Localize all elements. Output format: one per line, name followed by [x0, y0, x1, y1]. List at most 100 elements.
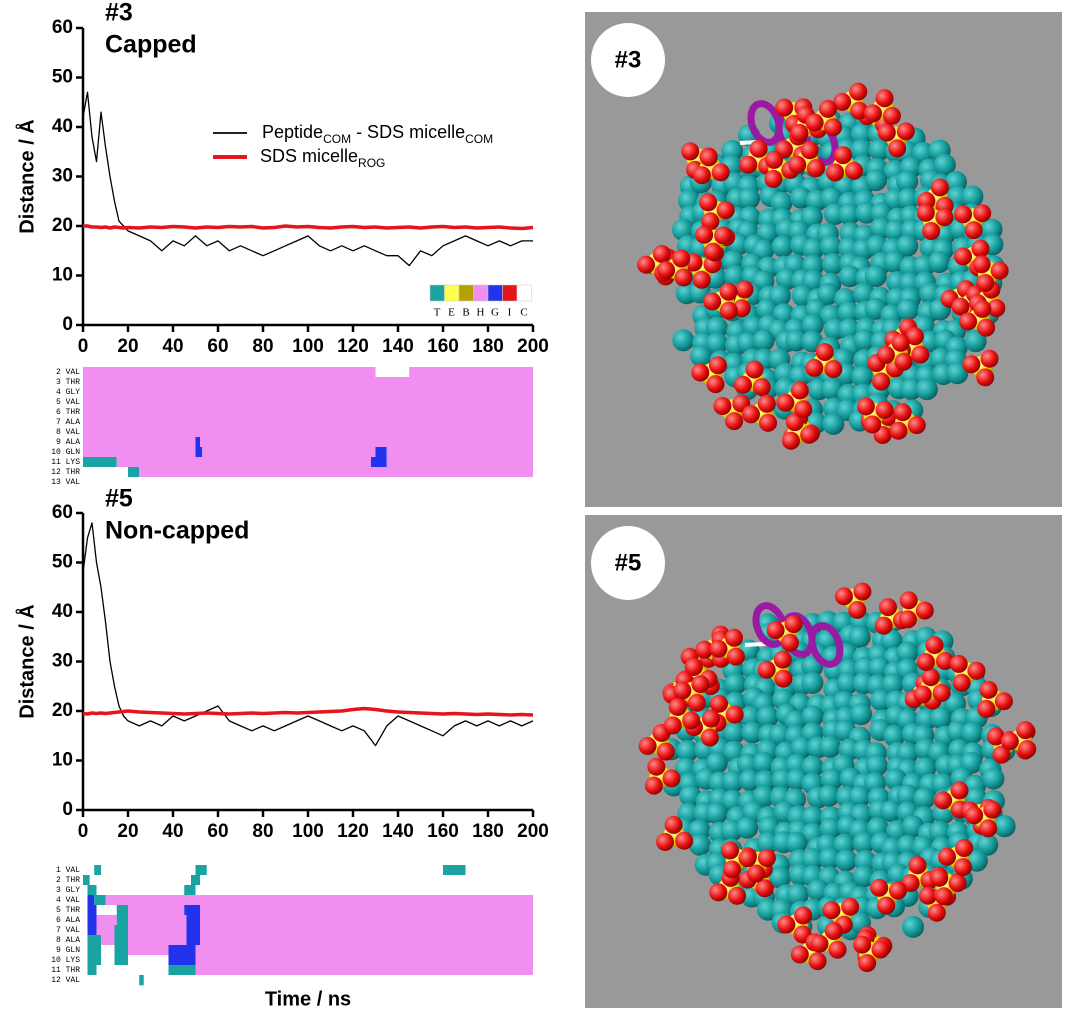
oxygen-atom [758, 395, 776, 413]
residue-label: 4 VAL [56, 896, 80, 905]
ss-segment [83, 885, 533, 895]
y-tick-label: 30 [52, 651, 73, 672]
ss-segment [88, 905, 97, 915]
oxygen-atom [663, 769, 681, 787]
oxygen-atom [938, 848, 956, 866]
x-tick-label: 160 [427, 336, 459, 357]
oxygen-atom [691, 364, 709, 382]
oxygen-atom [791, 381, 809, 399]
oxygen-atom [681, 142, 699, 160]
oxygen-atom [933, 684, 951, 702]
ss-segment [128, 925, 187, 935]
y-tick-label: 60 [52, 502, 73, 523]
oxygen-atom [788, 156, 806, 174]
oxygen-atom [922, 222, 940, 240]
oxygen-atom [824, 360, 842, 378]
oxygen-atom [1016, 721, 1034, 739]
oxygen-atom [950, 781, 968, 799]
oxygen-atom [664, 716, 682, 734]
x-axis-label: Time / ns [265, 988, 351, 1010]
oxygen-atom [877, 346, 895, 364]
oxygen-atom [914, 685, 932, 703]
ss-segment [83, 407, 533, 417]
ss-segment [387, 457, 533, 467]
ss-segment [101, 945, 115, 955]
x-tick-label: 20 [117, 821, 138, 842]
oxygen-atom [782, 432, 800, 450]
oxygen-atom [845, 162, 863, 180]
oxygen-atom [889, 422, 907, 440]
tail-atom [706, 802, 728, 824]
x-tick-label: 120 [337, 821, 369, 842]
oxygen-atom [935, 208, 953, 226]
legend-entry: SDS micelleROG [260, 146, 385, 170]
residue-label: 12 VAL [51, 976, 80, 985]
ss-segment [184, 905, 200, 915]
oxygen-atom [863, 415, 881, 433]
oxygen-atom [976, 368, 994, 386]
oxygen-atom [700, 148, 718, 166]
ss-segment [88, 965, 97, 975]
ss-segment [83, 447, 196, 457]
ss-legend-code: G [491, 307, 499, 319]
x-tick-label: 60 [207, 821, 228, 842]
ss-segment [97, 965, 169, 975]
oxygen-atom [781, 634, 799, 652]
x-tick-label: 180 [472, 821, 504, 842]
oxygen-atom [875, 617, 893, 635]
oxygen-atom [657, 261, 675, 279]
y-axis-label: Distance / Å [14, 604, 38, 718]
oxygen-atom [758, 849, 776, 867]
oxygen-atom [807, 159, 825, 177]
oxygen-atom [894, 403, 912, 421]
residue-label: 11 LYS [51, 458, 80, 467]
oxygen-atom [774, 651, 792, 669]
oxygen-atom [801, 141, 819, 159]
ss-segment [106, 895, 534, 905]
chart-subtitle: Capped [105, 31, 197, 59]
ss-segment [376, 367, 410, 377]
oxygen-atom [876, 401, 894, 419]
oxygen-atom [675, 832, 693, 850]
ss-legend-code: I [508, 307, 512, 319]
oxygen-atom [701, 729, 719, 747]
ss-legend-swatch [517, 285, 532, 301]
x-tick-label: 20 [117, 336, 138, 357]
oxygen-atom [712, 163, 730, 181]
oxygen-atom [675, 268, 693, 286]
y-tick-label: 20 [52, 215, 73, 236]
ss-segment [115, 935, 129, 945]
tail-atom [801, 672, 823, 694]
ss-segment [101, 955, 115, 965]
x-tick-label: 140 [382, 336, 414, 357]
residue-label: 13 VAL [51, 478, 80, 487]
ss-segment [88, 915, 97, 925]
ss-segment [83, 387, 533, 397]
ss-segment [187, 925, 201, 935]
oxygen-atom [765, 151, 783, 169]
oxygen-atom [639, 737, 657, 755]
panel-label: #5 [615, 549, 642, 576]
ss-segment [83, 477, 533, 487]
ss-segment [83, 417, 533, 427]
residue-label: 2 THR [56, 876, 80, 885]
legend-subscript: COM [323, 132, 351, 146]
ss-segment [128, 467, 139, 477]
oxygen-atom [965, 221, 983, 239]
oxygen-atom [930, 869, 948, 887]
oxygen-atom [954, 205, 972, 223]
oxygen-atom [720, 302, 738, 320]
oxygen-atom [794, 906, 812, 924]
ss-legend-swatch [503, 285, 518, 301]
x-tick-label: 100 [292, 821, 324, 842]
oxygen-atom [962, 355, 980, 373]
ss-segment [117, 457, 371, 467]
oxygen-atom [916, 602, 934, 620]
ss-segment [187, 915, 201, 925]
tail-atom [850, 703, 872, 725]
tail-atom [736, 817, 758, 839]
x-tick-label: 200 [517, 821, 549, 842]
oxygen-atom [726, 706, 744, 724]
y-tick-label: 50 [52, 552, 73, 573]
oxygen-atom [805, 359, 823, 377]
